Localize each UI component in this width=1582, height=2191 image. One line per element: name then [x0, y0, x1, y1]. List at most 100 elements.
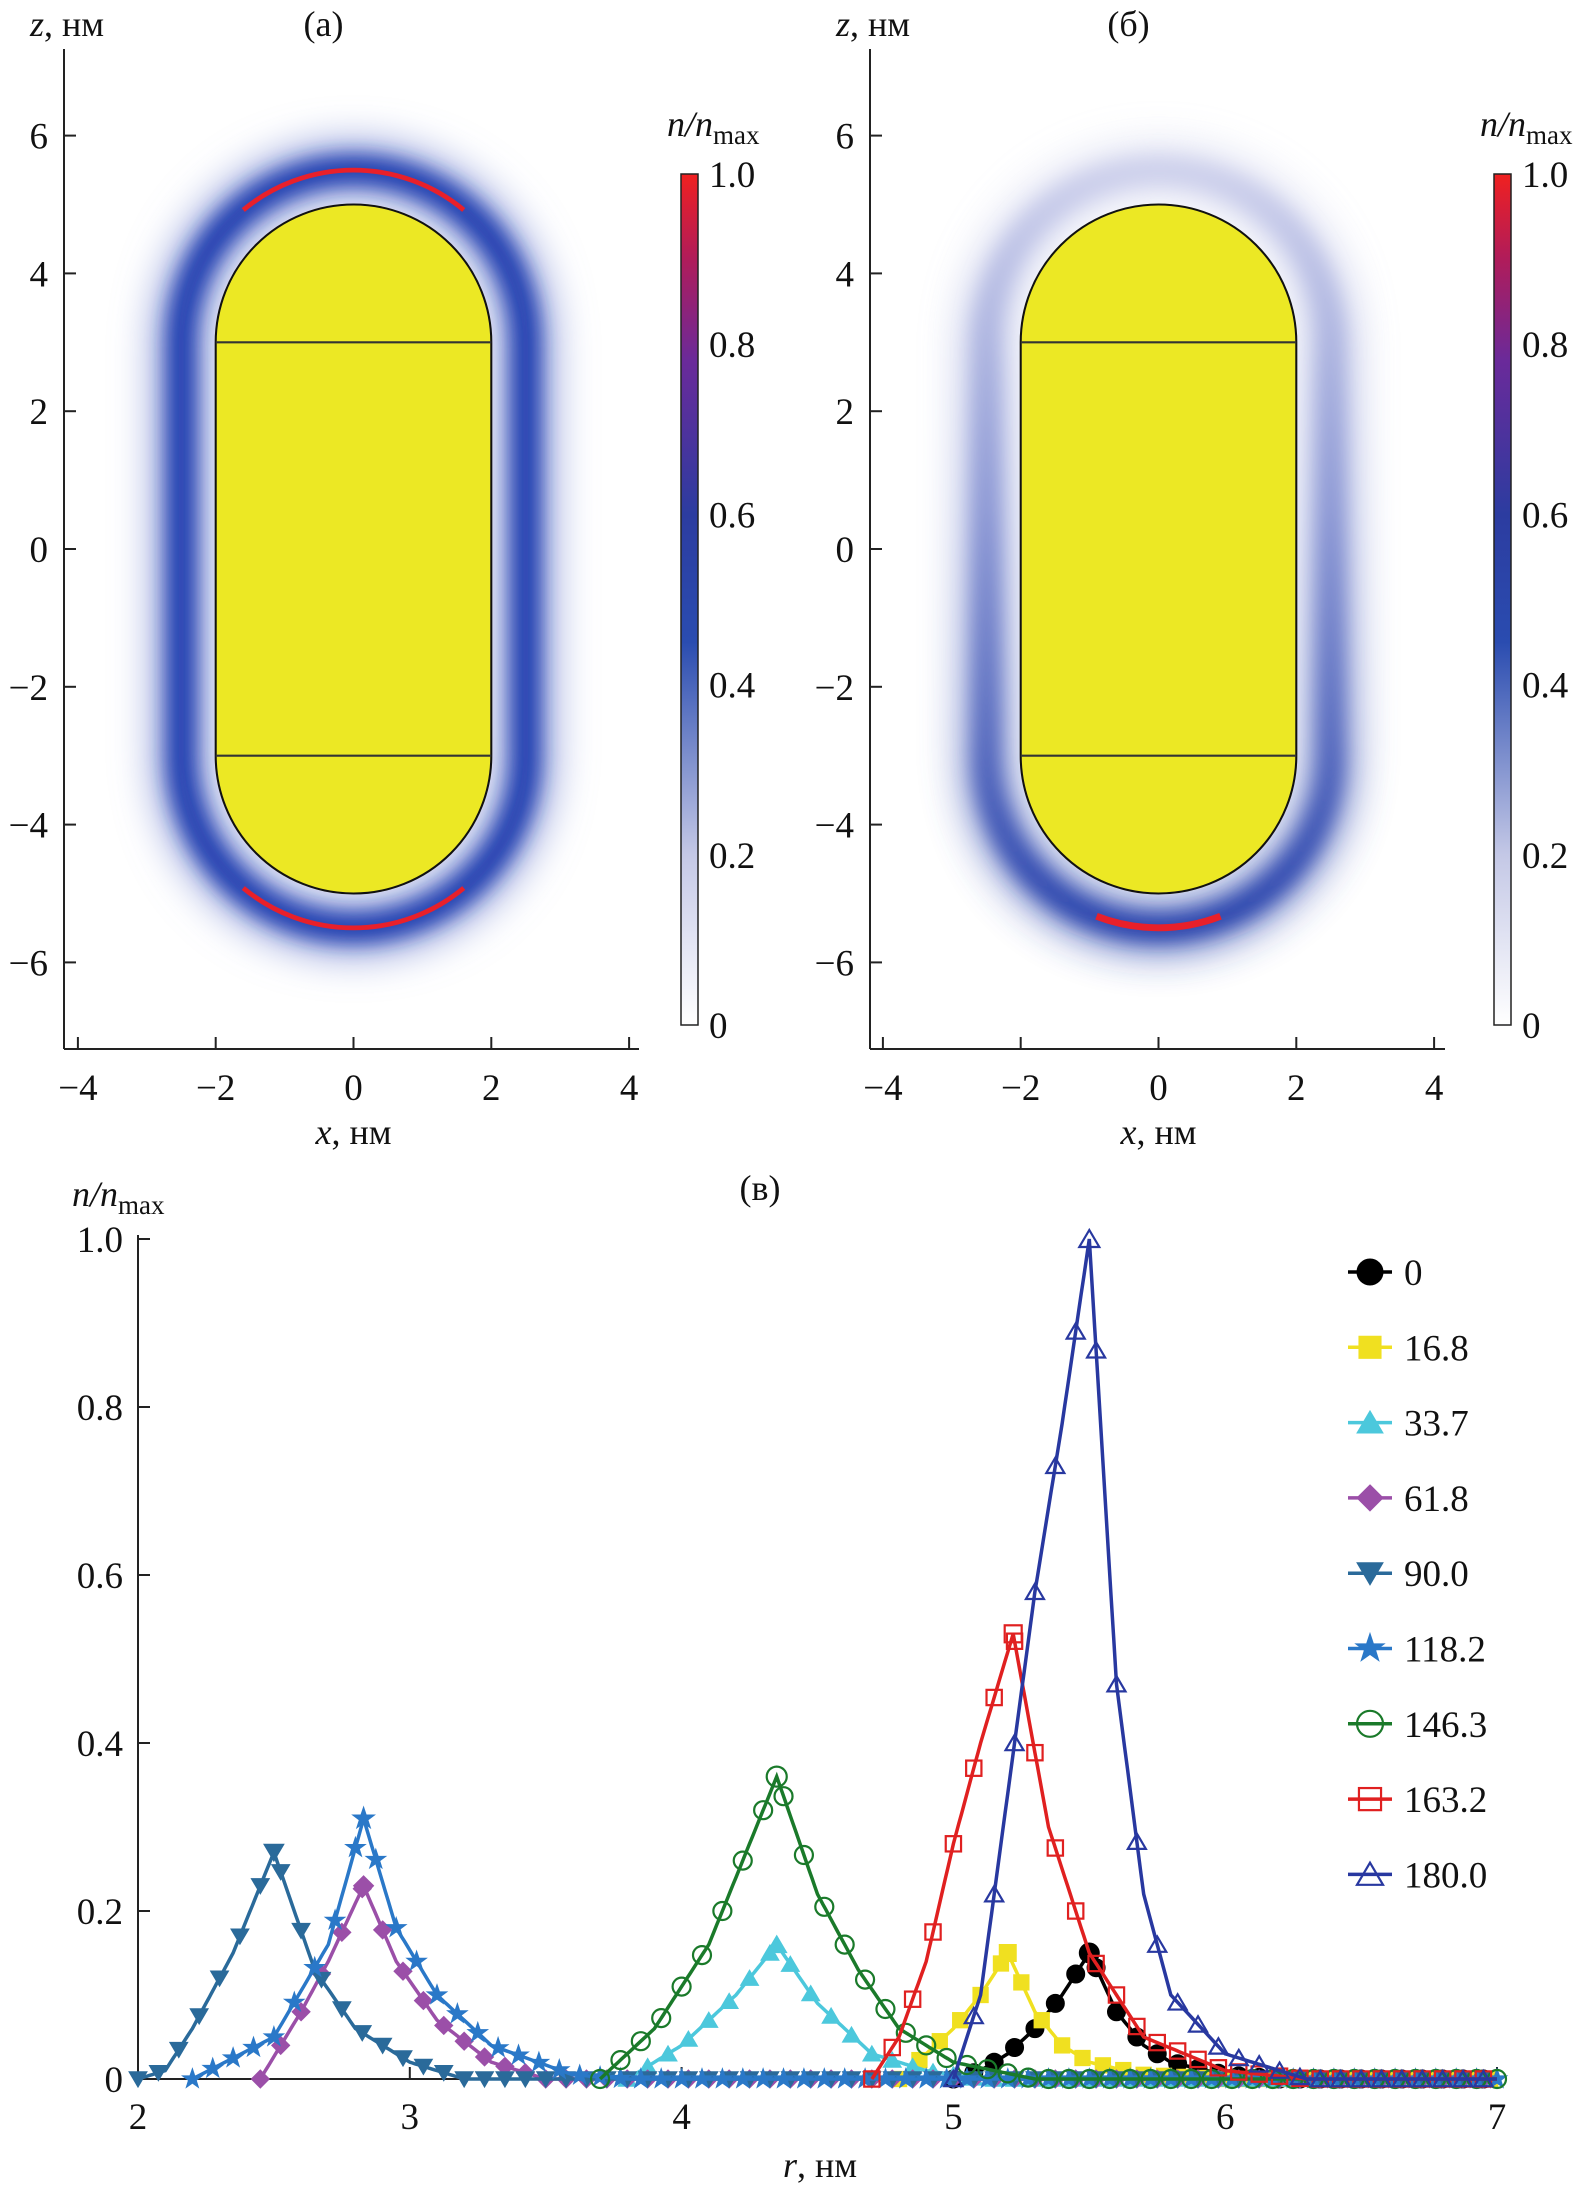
data-point-marker	[384, 1915, 408, 1938]
colorbar-title-main: n/n	[667, 104, 713, 144]
data-point-marker	[985, 1688, 1003, 1707]
data-point-marker	[894, 2067, 918, 2089]
data-point-marker	[446, 2002, 469, 2024]
data-point-marker	[1119, 2068, 1141, 2090]
data-point-marker	[936, 2047, 957, 2069]
colorbar	[1493, 173, 1512, 1026]
series-0	[943, 1942, 1497, 2089]
data-point-marker	[527, 2050, 551, 2073]
x-tick-label: 4	[620, 1068, 639, 1109]
data-point-marker	[344, 1835, 367, 1858]
panel-label: (б)	[1107, 4, 1149, 44]
data-point-marker	[1248, 2054, 1271, 2073]
x-tick-label: 4	[672, 2097, 691, 2138]
data-point-marker	[711, 2067, 734, 2089]
series-line	[626, 1941, 1497, 2081]
data-point-marker	[793, 1844, 815, 1866]
data-point-marker	[833, 2067, 856, 2089]
data-point-marker	[568, 2063, 591, 2085]
data-point-marker	[405, 1949, 428, 1972]
data-point-marker	[1329, 2068, 1352, 2088]
data-point-marker	[800, 1984, 821, 2002]
data-point-marker	[751, 2067, 775, 2089]
legend-item: 180.0	[1348, 1855, 1487, 1896]
data-point-marker	[903, 1990, 922, 2008]
y-axis-label: n/nmax	[72, 1174, 165, 1220]
data-point-marker	[1187, 2014, 1209, 2033]
z-tick-label: −2	[9, 668, 48, 709]
y-tick-label: 0.8	[77, 1388, 123, 1429]
data-point-marker	[1079, 2068, 1100, 2090]
series-146-3	[589, 1765, 1508, 2090]
data-point-marker	[630, 2031, 651, 2052]
x-tick-label: 4	[1425, 1068, 1444, 1109]
z-tick-label: 2	[30, 392, 49, 433]
data-point-marker	[1046, 1839, 1065, 1857]
colorbar-tick-label: 1.0	[1522, 155, 1568, 196]
data-point-marker	[148, 2065, 169, 2082]
data-point-marker	[250, 1878, 271, 1895]
data-point-marker	[1013, 1974, 1030, 1991]
data-point-marker	[962, 2005, 985, 2025]
data-point-marker	[1181, 2068, 1202, 2090]
data-point-marker	[861, 2044, 882, 2062]
data-point-marker	[393, 1961, 413, 1981]
data-point-marker	[1160, 2068, 1181, 2090]
data-point-marker	[1356, 1409, 1384, 1434]
z-tick-label: 6	[30, 117, 49, 158]
data-point-marker	[1207, 2036, 1230, 2055]
data-point-marker	[1356, 1258, 1384, 1286]
x-axis-label: r, нм	[783, 2145, 857, 2185]
data-point-marker	[780, 1955, 801, 1972]
series-line	[258, 1881, 1497, 2081]
z-tick-label: 4	[30, 254, 49, 295]
legend-label: 0	[1404, 1253, 1423, 1294]
x-tick-label: 3	[401, 2097, 420, 2138]
data-point-marker	[671, 1976, 692, 1997]
data-point-marker	[1356, 1562, 1384, 1586]
data-point-marker	[181, 2067, 204, 2089]
y-axis-sub: max	[118, 1190, 165, 1220]
data-point-marker	[425, 1983, 449, 2005]
nanoparticle	[1019, 203, 1298, 895]
data-point-marker	[1289, 2066, 1311, 2086]
data-point-marker	[1024, 1581, 1046, 1601]
colorbar-title-sub: max	[713, 120, 760, 150]
colorbar-tick-label: 0.2	[1522, 836, 1568, 877]
data-point-marker	[658, 2044, 678, 2062]
data-point-marker	[1355, 1709, 1385, 1738]
data-point-marker	[1099, 2068, 1120, 2090]
data-point-marker	[765, 1765, 788, 1788]
x-axis-unit: , нм	[797, 2145, 857, 2185]
x-tick-label: 2	[1287, 1068, 1306, 1109]
data-point-marker	[352, 1875, 375, 1897]
data-point-marker	[1033, 2012, 1050, 2029]
data-point-marker	[413, 2058, 434, 2076]
z-tick-label: 2	[836, 392, 855, 433]
data-point-marker	[610, 2050, 631, 2071]
colorbar-tick-label: 0.4	[709, 666, 755, 707]
data-point-marker	[221, 2046, 245, 2068]
colorbar-tick-label: 0.6	[709, 495, 755, 536]
x-tick-label: −2	[1001, 1068, 1040, 1109]
data-point-marker	[1148, 2033, 1166, 2052]
data-point-marker	[352, 2025, 373, 2042]
data-point-marker	[841, 2025, 862, 2043]
x-tick-label: −2	[196, 1068, 235, 1109]
data-point-marker	[1357, 1786, 1383, 1812]
data-point-marker	[944, 1835, 963, 1853]
data-point-marker	[1077, 1227, 1102, 1249]
legend-item: 146.3	[1348, 1705, 1487, 1746]
data-point-marker	[1166, 1992, 1189, 2011]
z-axis-unit: , нм	[850, 4, 910, 44]
y-tick-label: 0.4	[77, 1724, 123, 1765]
density-heatmap	[155, 144, 552, 954]
data-point-marker	[1066, 1902, 1085, 1920]
data-point-marker	[863, 2070, 881, 2088]
data-point-marker	[1107, 1986, 1126, 2004]
colorbar-tick-label: 0.4	[1522, 666, 1568, 707]
series-line	[137, 1847, 1497, 2081]
data-point-marker	[1356, 1484, 1384, 1512]
z-axis-var: z	[835, 4, 850, 44]
